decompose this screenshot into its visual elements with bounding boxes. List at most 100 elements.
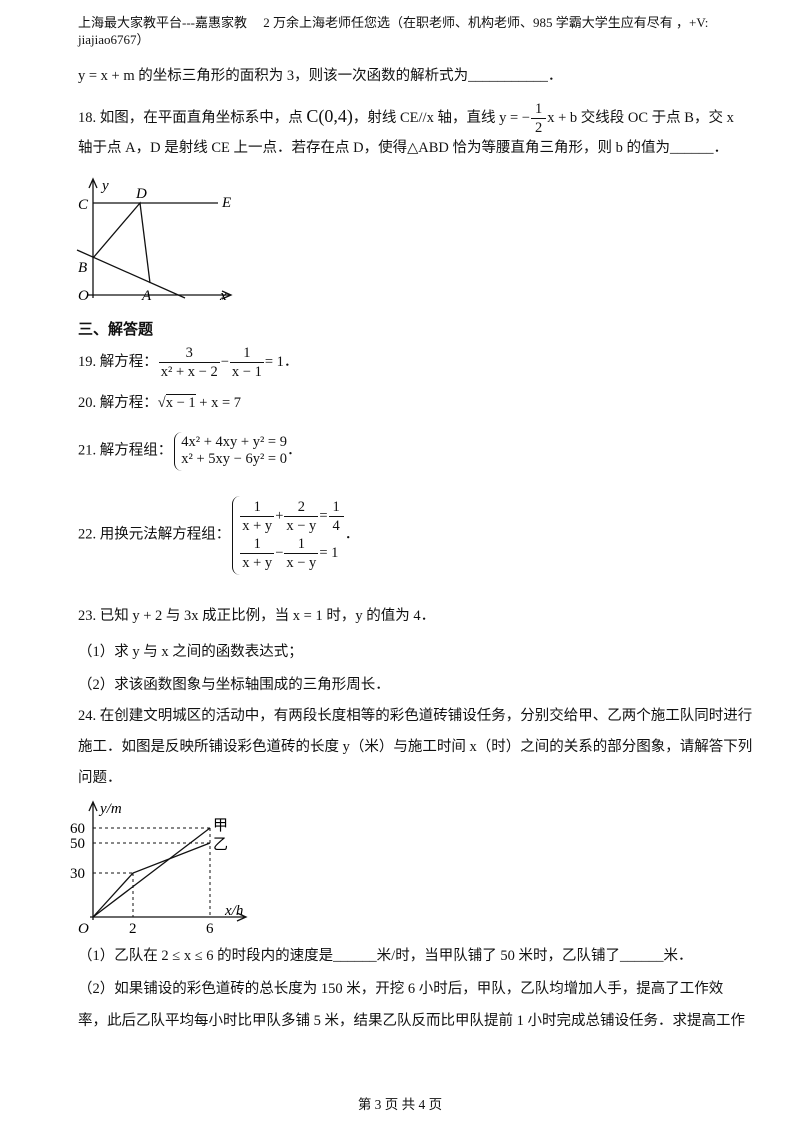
part2: （2）如果铺设的彩色道砖的总长度为 150 米，开挖 6 小时后，甲队，乙队均增… [78, 981, 724, 997]
row1: x + y [242, 518, 273, 535]
f1-num: 3 [158, 344, 220, 364]
part1: （1）乙队在 2 ≤ x ≤ 6 的时段内的速度是______米/时，当甲队铺了… [78, 948, 693, 964]
frac-num: 1 [530, 100, 547, 120]
text-b: ，射线 CE//x 轴，直线 y = − [352, 109, 530, 126]
q18-line1: 18. 如图，在平面直角坐标系中，点 C(0,4)，射线 CE//x 轴，直线 … [78, 100, 734, 137]
row1: 4 [332, 518, 340, 535]
q19: 19. 解方程： 3 x² + x − 2−1 x − 1 = 1． [78, 344, 298, 381]
path [236, 912, 248, 922]
line [76, 249, 186, 299]
figure-q24: y/m 60 50 30 O 2 6 x/h 甲 乙 [70, 800, 248, 935]
f1-den: x² + x − 2 [160, 364, 218, 381]
row1: 1 [328, 498, 344, 518]
q21: 21. 解方程组：4x² + 4xy + y² = 9 x² + 5xy − 6y… [78, 432, 301, 471]
formula-part: 3 x² + x − 2 [158, 344, 220, 381]
row1: = [319, 507, 328, 524]
path [221, 290, 233, 300]
label: 22. 用换元法解方程组： [78, 526, 231, 543]
y50: 50 [70, 836, 85, 852]
path [88, 800, 98, 812]
row2: 1 [284, 535, 319, 555]
x6: 6 [206, 921, 214, 935]
sqrt: √ [157, 395, 166, 411]
figure-labels: A [141, 288, 152, 304]
text-a: 18. 如图，在平面直角坐标系中，点 [78, 109, 307, 126]
jia: 甲 [213, 818, 228, 834]
f2-num: 1 [229, 344, 264, 364]
part1: （1）求 y 与 x 之间的函数表达式； [78, 644, 303, 660]
rhs: = 1． [264, 353, 299, 370]
lines: 问题． [78, 770, 122, 786]
row2: 1 [240, 535, 275, 555]
lines: 施工．如图是反映所铺设彩色道砖的长度 y（米）与施工时间 x（时）之间的关系的部… [78, 739, 753, 755]
op: − [220, 353, 229, 370]
part2: 率，此后乙队平均每小时比甲队多铺 5 米，结果乙队反而比甲队提前 1 小时完成总… [78, 1013, 745, 1029]
q20: 20. 解方程：√x − 1 + x = 7 [78, 394, 242, 412]
system: 4x² + 4xy + y² = 9 x² + 5xy − 6y² = 0 [174, 432, 287, 471]
figure-labels: O [78, 288, 89, 304]
label: 21. 解方程组： [78, 442, 173, 459]
line [92, 827, 211, 918]
path [88, 177, 98, 189]
end: ． [286, 442, 302, 459]
footer: 第 3 页 共 4 页 [357, 1097, 443, 1112]
x2: 2 [129, 921, 137, 935]
label: 19. 解方程： [78, 353, 158, 370]
row1: 2 [284, 498, 319, 518]
figure-labels: E [221, 195, 231, 211]
origin: O [78, 921, 89, 935]
row2: − [275, 545, 284, 562]
eq2: x² + 5xy − 6y² = 0 [181, 451, 287, 468]
q17-tail: y = x + m 的坐标三角形的面积为 3，则该一次函数的解析式为______… [78, 68, 563, 84]
figure-q18: y C D E B O A x [76, 177, 233, 304]
radicand: x − 1 [165, 394, 196, 411]
line2: 轴于点 A，D 是射线 CE 上一点．若存在点 D，使得△ABD 恰为等腰直角三… [78, 140, 728, 156]
g [76, 177, 233, 300]
lines: 24. 在创建文明城区的活动中，有两段长度相等的彩色道砖铺设任务，分别交给甲、乙… [78, 708, 753, 724]
row1: + [275, 507, 284, 524]
row2: x − y [286, 555, 317, 572]
row2: = 1 [319, 545, 339, 562]
text: 23. 已知 y + 2 与 3x 成正比例，当 x = 1 时，y 的值为 4… [78, 608, 436, 624]
point: C(0,4) [306, 105, 353, 126]
part2: （2）求该函数图象与坐标轴围成的三角形周长． [78, 677, 390, 693]
text-c: x + b 交线段 OC 于点 B，交 x [547, 109, 734, 126]
y30: 30 [70, 866, 85, 882]
yi: 乙 [213, 837, 228, 853]
frac-den: 2 [534, 120, 543, 137]
y60: 60 [70, 821, 85, 837]
row2: x + y [242, 555, 273, 572]
polyline [92, 842, 211, 918]
figure-labels: B [78, 260, 87, 276]
figure-labels: x [219, 288, 227, 304]
f2-den: x − 1 [231, 364, 262, 381]
row1: 1 [240, 498, 275, 518]
header: 上海最大家教平台---嘉惠家教 2 万余上海老师任您选（在职老师、机构老师、98… [78, 15, 709, 47]
figure-labels: D [135, 186, 147, 202]
rest: + x = 7 [199, 395, 242, 411]
figure-labels: y [100, 178, 109, 194]
y-axis: y/m [98, 801, 122, 817]
label: 20. 解方程： [78, 395, 158, 411]
end: ． [344, 526, 360, 543]
eq1: 4x² + 4xy + y² = 9 [181, 434, 287, 450]
row1: x − y [286, 518, 317, 535]
section: 三、解答题 [78, 320, 154, 338]
x-axis: x/h [224, 903, 243, 919]
figure-labels: C [78, 197, 89, 213]
g [93, 827, 211, 917]
polyline [92, 201, 151, 284]
